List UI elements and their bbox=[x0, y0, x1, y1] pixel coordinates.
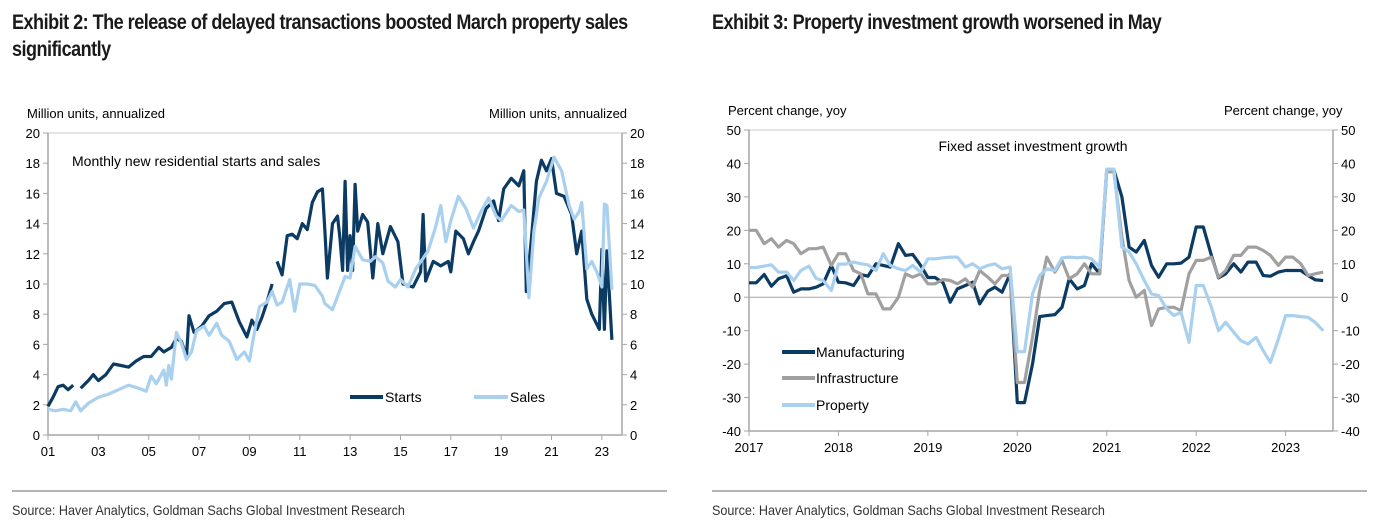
exhibit3-y-tick-label-right: 50 bbox=[1341, 123, 1355, 138]
exhibit2-y-tick-label-right: 4 bbox=[630, 368, 637, 383]
exhibit-3-title: Exhibit 3: Property investment growth wo… bbox=[712, 11, 1162, 34]
exhibit3-y-tick-label-left: -30 bbox=[722, 391, 741, 406]
exhibit2-annotation: Monthly new residential starts and sales bbox=[72, 153, 320, 169]
exhibit2-y-tick-label-left: 10 bbox=[26, 277, 40, 292]
exhibit3-y-tick-label-right: 40 bbox=[1341, 156, 1355, 171]
exhibit3-y-tick-label-left: 20 bbox=[727, 223, 741, 238]
exhibit3-series-property-line bbox=[749, 167, 1325, 364]
exhibit2-x-tick-label: 03 bbox=[91, 444, 105, 459]
exhibit3-y-tick-label-right: -30 bbox=[1341, 391, 1360, 406]
exhibit2-y-tick-label-right: 2 bbox=[630, 398, 637, 413]
exhibit2-y-tick-label-left: 14 bbox=[26, 217, 40, 232]
left-source-rule bbox=[12, 490, 667, 492]
exhibit2-y-tick-label-right: 10 bbox=[630, 277, 644, 292]
exhibit2-y-tick-label-right: 18 bbox=[630, 156, 644, 171]
exhibit3-legend-label-manufacturing: Manufacturing bbox=[816, 344, 905, 360]
exhibit3-x-tick-label: 2022 bbox=[1182, 440, 1211, 455]
exhibit2-y-tick-label-right: 16 bbox=[630, 186, 644, 201]
exhibit2-y-tick-label-left: 0 bbox=[33, 428, 40, 443]
exhibit3-y-tick-label-left: 0 bbox=[734, 290, 741, 305]
exhibit3-legend-label-infrastructure: Infrastructure bbox=[816, 370, 899, 386]
exhibit2-x-tick-label: 11 bbox=[293, 444, 307, 459]
exhibit3-x-tick-label: 2019 bbox=[913, 440, 942, 455]
exhibit3-legend-label-property: Property bbox=[816, 397, 869, 413]
exhibit3-x-tick-label: 2023 bbox=[1271, 440, 1300, 455]
exhibit3-y-tick-label-right: -20 bbox=[1341, 357, 1360, 372]
exhibit3-series-manufacturing-line bbox=[749, 168, 1324, 405]
exhibit2-x-tick-label: 21 bbox=[544, 444, 558, 459]
exhibit2-x-tick-label: 09 bbox=[242, 444, 256, 459]
exhibit3-x-tick-label: 2018 bbox=[824, 440, 853, 455]
right-source-note: Source: Haver Analytics, Goldman Sachs G… bbox=[712, 502, 1105, 518]
exhibit3-y-tick-label-right: 20 bbox=[1341, 223, 1355, 238]
exhibit2-x-tick-label: 19 bbox=[494, 444, 508, 459]
exhibit3-x-tick-label: 2020 bbox=[1003, 440, 1032, 455]
exhibit2-x-tick-label: 05 bbox=[141, 444, 155, 459]
exhibit3-y-tick-label-left: -40 bbox=[722, 424, 741, 439]
exhibit3-y-tick-label-left: -20 bbox=[722, 357, 741, 372]
exhibit2-x-tick-label: 01 bbox=[41, 444, 55, 459]
exhibit2-y-tick-label-left: 16 bbox=[26, 186, 40, 201]
exhibit3-y-tick-label-right: 10 bbox=[1341, 257, 1355, 272]
exhibit2-x-tick-label: 15 bbox=[393, 444, 407, 459]
exhibit3-x-tick-label: 2017 bbox=[735, 440, 764, 455]
exhibit2-y-tick-label-left: 20 bbox=[26, 126, 40, 141]
exhibit3-y-tick-label-left: -10 bbox=[722, 324, 741, 339]
exhibit2-y-tick-label-left: 12 bbox=[26, 247, 40, 262]
right-chart-y-label-right: Percent change, yoy bbox=[1224, 103, 1343, 118]
exhibit2-y-tick-label-left: 18 bbox=[26, 156, 40, 171]
exhibit2-y-tick-label-left: 2 bbox=[33, 398, 40, 413]
exhibit3-y-tick-label-left: 10 bbox=[727, 257, 741, 272]
exhibit2-y-tick-label-left: 4 bbox=[33, 368, 40, 383]
exhibit2-x-tick-label: 07 bbox=[192, 444, 206, 459]
exhibit2-legend-label-starts: Starts bbox=[385, 389, 422, 405]
exhibit2-y-tick-label-right: 14 bbox=[630, 217, 644, 232]
exhibit3-y-tick-label-left: 40 bbox=[727, 156, 741, 171]
exhibit3-y-tick-label-left: 30 bbox=[727, 190, 741, 205]
exhibit3-x-tick-label: 2021 bbox=[1092, 440, 1121, 455]
right-chart-y-label-left: Percent change, yoy bbox=[728, 103, 847, 118]
exhibit2-y-tick-label-right: 8 bbox=[630, 307, 637, 322]
exhibit2-y-tick-label-right: 20 bbox=[630, 126, 644, 141]
exhibit3-y-tick-label-right: 0 bbox=[1341, 290, 1348, 305]
exhibit2-y-tick-label-right: 12 bbox=[630, 247, 644, 262]
exhibit2-x-tick-label: 23 bbox=[595, 444, 609, 459]
exhibit2-series-sales-line bbox=[47, 155, 614, 413]
exhibit3-annotation: Fixed asset investment growth bbox=[938, 138, 1127, 154]
right-source-rule bbox=[712, 490, 1367, 492]
exhibit3-y-tick-label-left: 50 bbox=[727, 123, 741, 138]
exhibit2-x-tick-label: 17 bbox=[444, 444, 458, 459]
exhibit3-y-tick-label-right: -10 bbox=[1341, 324, 1360, 339]
exhibit-2-title: Exhibit 2: The release of delayed transa… bbox=[12, 11, 628, 61]
left-chart-y-label-right: Million units, annualized bbox=[489, 106, 628, 121]
exhibit3-series-infrastructure-line bbox=[749, 170, 1324, 385]
exhibit3-y-tick-label-right: 30 bbox=[1341, 190, 1355, 205]
exhibit2-y-tick-label-left: 8 bbox=[33, 307, 40, 322]
exhibit2-y-tick-label-right: 6 bbox=[630, 337, 637, 352]
exhibit3-y-tick-label-right: -40 bbox=[1341, 424, 1360, 439]
exhibit2-y-tick-label-left: 6 bbox=[33, 337, 40, 352]
exhibit2-y-tick-label-right: 0 bbox=[630, 428, 637, 443]
left-source-note: Source: Haver Analytics, Goldman Sachs G… bbox=[12, 502, 405, 518]
exhibit2-x-tick-label: 13 bbox=[343, 444, 357, 459]
left-chart-y-label-left: Million units, annualized bbox=[27, 106, 166, 121]
exhibit2-legend-label-sales: Sales bbox=[510, 389, 545, 405]
